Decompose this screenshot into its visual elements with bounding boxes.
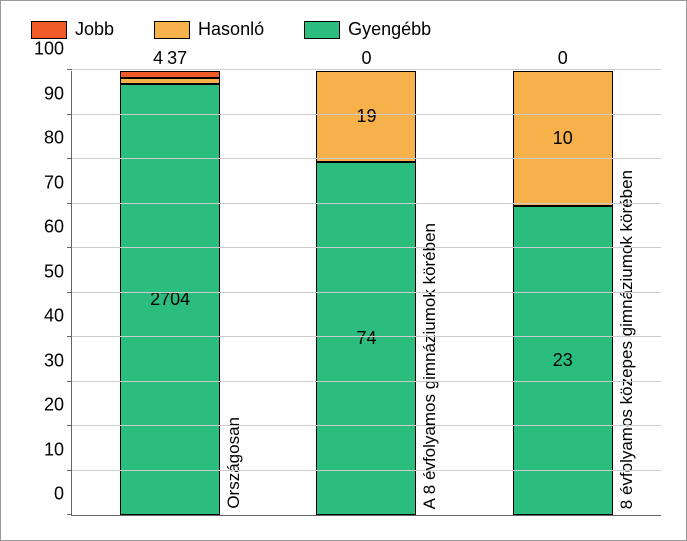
bar-top-labels: 0: [513, 48, 613, 69]
gridline: [72, 203, 661, 204]
gridline: [72, 425, 661, 426]
y-tick-mark: [67, 203, 72, 204]
legend-item-hasonlo: Hasonló: [154, 19, 264, 40]
bar-segment-gyengebb: 2704: [120, 84, 220, 515]
bar-segment-hasonlo: [120, 78, 220, 85]
y-tick-mark: [67, 336, 72, 337]
y-tick-label: 50: [22, 261, 72, 282]
gridline: [72, 247, 661, 248]
y-tick-mark: [67, 292, 72, 293]
y-tick-mark: [67, 69, 72, 70]
y-tick-label: 20: [22, 395, 72, 416]
bar-group: 01974A 8 évfolyamos gimnáziumok körében: [268, 71, 464, 515]
bar-group: 010238 évfolyamos közepes gimnáziumok kö…: [465, 71, 661, 515]
y-tick-label: 70: [22, 172, 72, 193]
legend-label-gyengebb: Gyengébb: [348, 19, 431, 40]
bar: 01023: [513, 71, 613, 515]
gridline: [72, 292, 661, 293]
category-label: 8 évfolyamos közepes gimnáziumok körében: [617, 170, 637, 509]
legend-swatch-jobb: [31, 21, 67, 39]
bar-top-label: 4: [153, 48, 163, 69]
y-tick-label: 100: [22, 39, 72, 60]
bar-top-label: 37: [167, 48, 187, 69]
category-label: Országosan: [224, 417, 244, 509]
y-tick-mark: [67, 470, 72, 471]
bar: 4372704: [120, 71, 220, 515]
y-tick-label: 10: [22, 439, 72, 460]
legend-item-jobb: Jobb: [31, 19, 114, 40]
y-tick-label: 60: [22, 217, 72, 238]
y-tick-label: 30: [22, 350, 72, 371]
y-tick-label: 40: [22, 306, 72, 327]
bar-segment-hasonlo: 10: [513, 71, 613, 206]
legend-label-hasonlo: Hasonló: [198, 19, 264, 40]
y-tick-mark: [67, 425, 72, 426]
y-tick-label: 80: [22, 128, 72, 149]
bar-group: 4372704Országosan: [72, 71, 268, 515]
legend-swatch-gyengebb: [304, 21, 340, 39]
legend-label-jobb: Jobb: [75, 19, 114, 40]
chart-container: Jobb Hasonló Gyengébb 4372704Országosan0…: [0, 0, 687, 541]
gridline: [72, 381, 661, 382]
legend-swatch-hasonlo: [154, 21, 190, 39]
y-tick-label: 0: [22, 484, 72, 505]
legend: Jobb Hasonló Gyengébb: [31, 19, 431, 40]
bars-row: 4372704Országosan01974A 8 évfolyamos gim…: [72, 71, 661, 515]
gridline: [72, 158, 661, 159]
gridline: [72, 114, 661, 115]
gridline: [72, 336, 661, 337]
gridline: [72, 470, 661, 471]
bar-segment-gyengebb: 74: [316, 162, 416, 515]
y-tick-mark: [67, 514, 72, 515]
bar-top-labels: 0: [316, 48, 416, 69]
y-tick-mark: [67, 158, 72, 159]
bar-top-label: 0: [558, 48, 568, 69]
y-tick-mark: [67, 114, 72, 115]
category-label: A 8 évfolyamos gimnáziumok körében: [420, 223, 440, 509]
y-tick-mark: [67, 247, 72, 248]
bar-top-labels: 437: [120, 48, 220, 69]
bar-top-label: 0: [361, 48, 371, 69]
y-tick-label: 90: [22, 83, 72, 104]
bar: 01974: [316, 71, 416, 515]
bar-segment-jobb: [120, 71, 220, 78]
y-tick-mark: [67, 381, 72, 382]
bar-segment-hasonlo: 19: [316, 71, 416, 162]
plot-area: 4372704Országosan01974A 8 évfolyamos gim…: [71, 71, 661, 516]
legend-item-gyengebb: Gyengébb: [304, 19, 431, 40]
gridline: [72, 69, 661, 70]
